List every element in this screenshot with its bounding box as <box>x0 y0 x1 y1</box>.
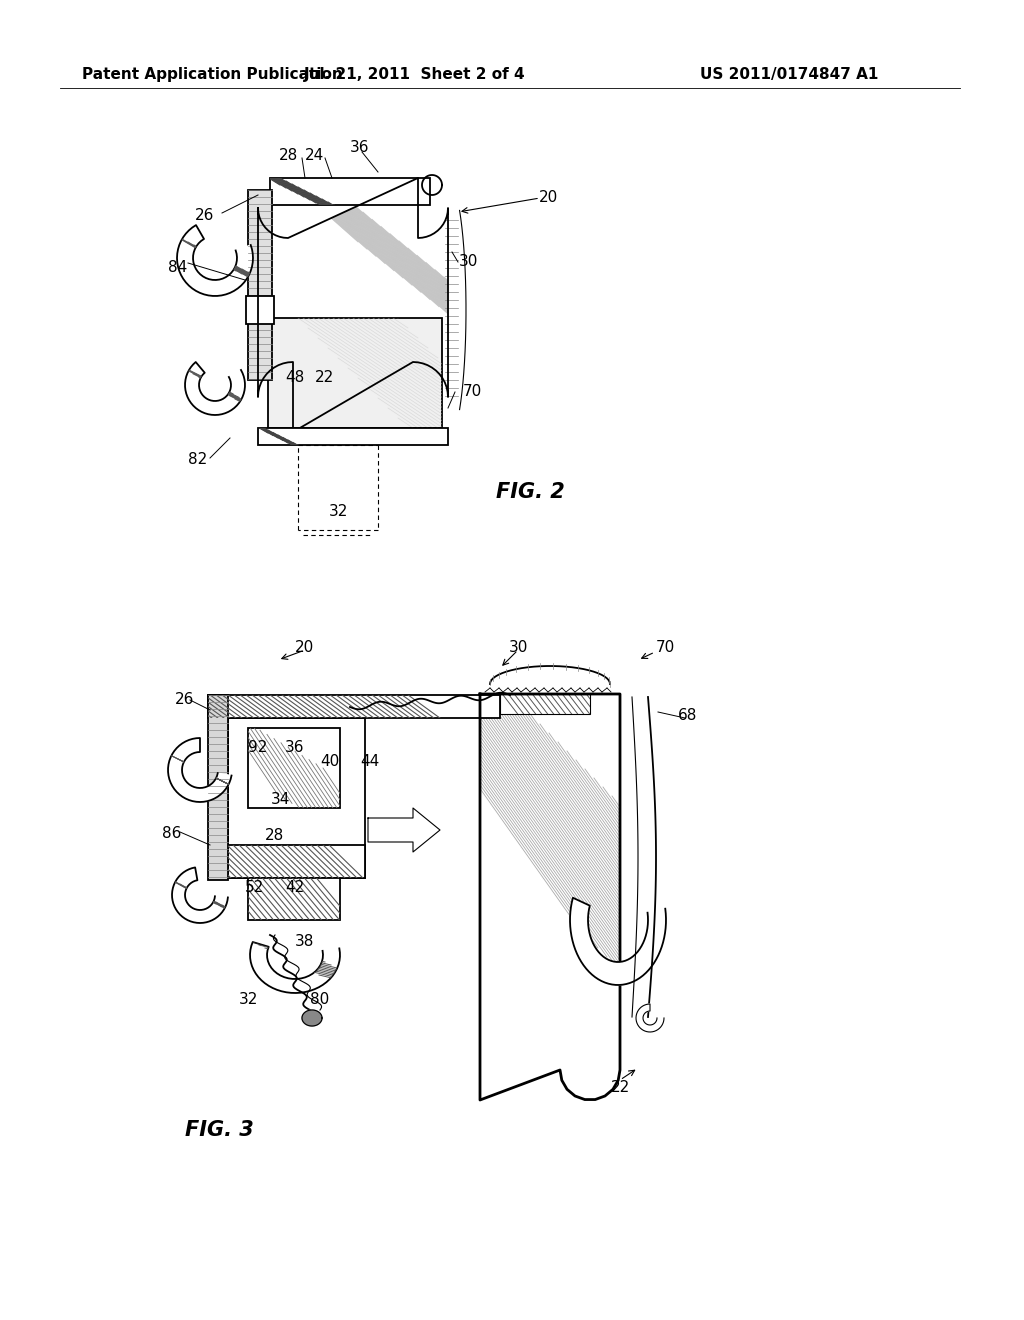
Text: 30: 30 <box>459 255 477 269</box>
Text: 48: 48 <box>286 371 304 385</box>
Text: Patent Application Publication: Patent Application Publication <box>82 67 343 82</box>
Polygon shape <box>250 942 340 993</box>
Text: 34: 34 <box>270 792 290 808</box>
Text: 36: 36 <box>350 140 370 156</box>
Polygon shape <box>248 190 272 380</box>
Text: 22: 22 <box>315 371 335 385</box>
Text: 44: 44 <box>360 755 380 770</box>
Polygon shape <box>258 428 449 445</box>
Text: 20: 20 <box>295 640 314 656</box>
Polygon shape <box>172 867 228 923</box>
Text: 38: 38 <box>295 935 314 949</box>
Text: 28: 28 <box>279 148 298 162</box>
Polygon shape <box>208 696 228 880</box>
Text: 82: 82 <box>188 453 208 467</box>
Polygon shape <box>500 694 590 714</box>
Text: 26: 26 <box>175 693 195 708</box>
Polygon shape <box>248 729 340 808</box>
Polygon shape <box>208 696 500 718</box>
Text: 84: 84 <box>168 260 187 276</box>
Text: 22: 22 <box>610 1081 630 1096</box>
Polygon shape <box>368 808 440 851</box>
Text: US 2011/0174847 A1: US 2011/0174847 A1 <box>700 67 879 82</box>
Text: 42: 42 <box>286 880 304 895</box>
Polygon shape <box>228 845 365 878</box>
Polygon shape <box>185 362 245 414</box>
Polygon shape <box>177 226 253 296</box>
Text: 36: 36 <box>286 741 305 755</box>
Text: 80: 80 <box>310 993 330 1007</box>
Text: 32: 32 <box>329 504 348 520</box>
Polygon shape <box>302 1010 322 1026</box>
Text: 68: 68 <box>678 708 697 722</box>
Polygon shape <box>570 898 666 985</box>
Polygon shape <box>268 318 442 428</box>
Polygon shape <box>246 296 274 323</box>
Polygon shape <box>228 718 365 878</box>
Text: 32: 32 <box>239 993 258 1007</box>
Text: Jul. 21, 2011  Sheet 2 of 4: Jul. 21, 2011 Sheet 2 of 4 <box>304 67 525 82</box>
Polygon shape <box>480 694 620 1100</box>
Text: 70: 70 <box>655 640 675 656</box>
Text: 92: 92 <box>248 741 267 755</box>
Text: 86: 86 <box>163 825 181 841</box>
Text: 52: 52 <box>246 880 264 895</box>
Text: 26: 26 <box>196 207 215 223</box>
Text: 28: 28 <box>265 828 285 842</box>
Text: FIG. 2: FIG. 2 <box>496 482 564 502</box>
Text: 70: 70 <box>463 384 481 400</box>
Polygon shape <box>258 178 449 432</box>
Text: 30: 30 <box>508 640 527 656</box>
Polygon shape <box>636 1005 664 1032</box>
Text: 20: 20 <box>539 190 558 206</box>
Text: FIG. 3: FIG. 3 <box>185 1119 254 1140</box>
Text: 40: 40 <box>321 755 340 770</box>
Polygon shape <box>248 878 340 920</box>
Text: 24: 24 <box>304 148 324 162</box>
Polygon shape <box>168 738 231 803</box>
Polygon shape <box>270 178 430 205</box>
